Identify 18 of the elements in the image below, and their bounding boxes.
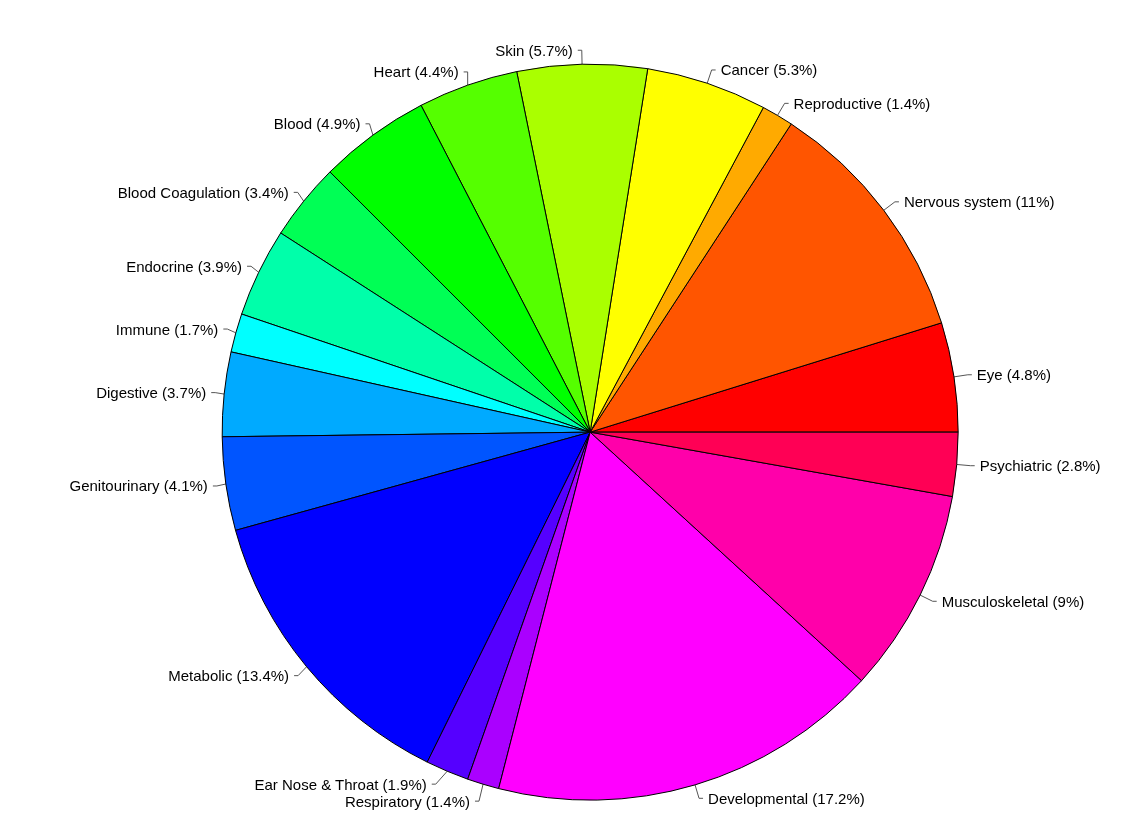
slice-label: Cancer (5.3%) (720, 61, 818, 79)
slice-label: Respiratory (1.4%) (344, 792, 470, 810)
slice-label: Endocrine (3.9%) (126, 257, 243, 275)
slice-label: Heart (4.4%) (373, 63, 459, 81)
slice-label: Musculoskeletal (9%) (941, 592, 1085, 610)
slice-label: Psychiatric (2.8%) (979, 457, 1101, 475)
slice-label: Ear Nose & Throat (1.9%) (254, 775, 427, 793)
slice-label: Reproductive (1.4%) (793, 94, 931, 112)
slice-label: Blood Coagulation (3.4%) (117, 183, 289, 201)
slice-label: Developmental (17.2%) (708, 789, 865, 807)
slice-label: Genitourinary (4.1%) (69, 477, 208, 495)
slice-label: Skin (5.7%) (495, 41, 573, 59)
slice-label: Eye (4.8%) (976, 366, 1052, 384)
slice-label: Digestive (3.7%) (96, 384, 207, 402)
slice-label: Blood (4.9%) (273, 115, 361, 133)
slice-label: Immune (1.7%) (115, 320, 219, 338)
slice-label: Nervous system (11%) (903, 193, 1055, 211)
slice-label: Metabolic (13.4%) (168, 667, 290, 685)
